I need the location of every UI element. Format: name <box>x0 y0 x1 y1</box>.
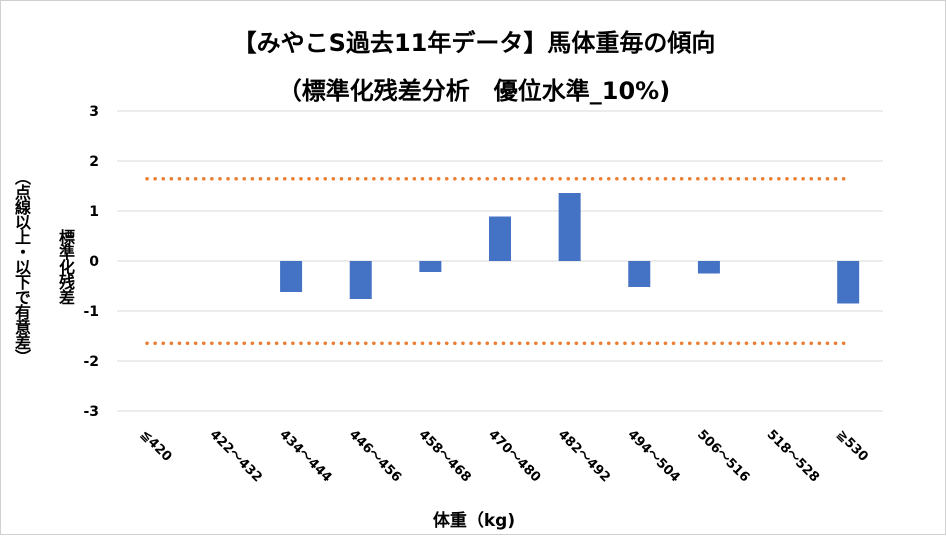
x-axis-label: 体重（kg) <box>432 511 516 531</box>
x-tick-label: ≦420 <box>137 427 174 464</box>
bar <box>558 193 581 261</box>
y-axis-label-group: （点線以上・以下で有意差） 標準化残差 <box>3 121 79 411</box>
x-tick-label: 482～492 <box>555 427 613 485</box>
chart-title: 【みやこS過去11年データ】馬体重毎の傾向 <box>232 29 716 57</box>
y-tick-label: 1 <box>89 204 99 220</box>
bar <box>697 261 720 274</box>
y-axis-label: 標準化残差 <box>56 228 75 304</box>
y-tick-label: -2 <box>83 354 99 370</box>
x-tick-label: ≧530 <box>833 427 870 464</box>
x-tick-label: 506～516 <box>694 427 752 485</box>
bar <box>419 261 442 272</box>
bar <box>349 261 372 299</box>
x-tick-label: 458～468 <box>416 427 474 485</box>
bar <box>837 261 860 304</box>
x-tick-label: 518～528 <box>764 427 822 485</box>
x-tick-label: 434～444 <box>276 427 334 485</box>
x-tick-label: 470～480 <box>485 427 543 485</box>
chart-subtitle: （標準化残差分析 優位水準_10%) <box>277 77 671 105</box>
bar <box>280 261 303 292</box>
y-axis-note: （点線以上・以下で有意差） <box>12 168 31 364</box>
y-tick-label: 0 <box>89 254 99 270</box>
y-tick-label: 3 <box>89 104 99 120</box>
x-tick-label: 494～504 <box>624 427 682 485</box>
y-tick-label: -3 <box>83 404 99 420</box>
bar <box>489 216 511 261</box>
y-tick-label: -1 <box>83 304 99 320</box>
x-tick-label: 446～456 <box>346 427 404 485</box>
x-tick-label: 422～432 <box>207 427 265 485</box>
y-tick-label: 2 <box>89 154 99 170</box>
bar <box>628 261 651 287</box>
